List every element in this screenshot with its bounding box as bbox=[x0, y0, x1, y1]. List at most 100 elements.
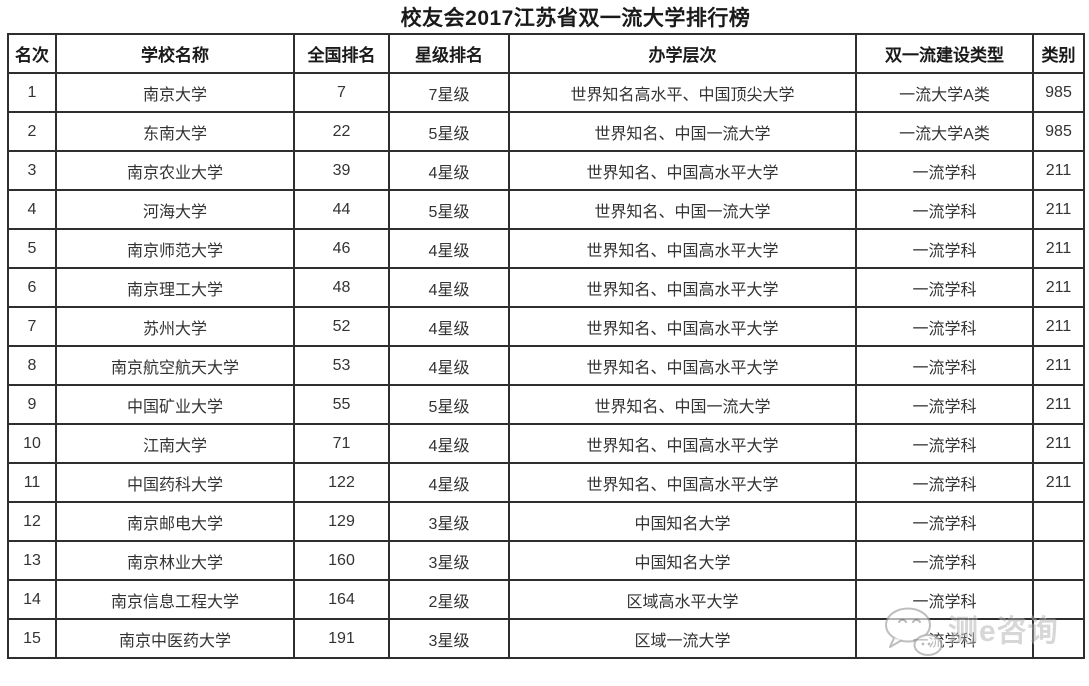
table-cell bbox=[1032, 579, 1085, 620]
table-cell: 5星级 bbox=[388, 384, 510, 425]
table-cell: 苏州大学 bbox=[55, 306, 295, 347]
ranking-table: 名次 学校名称 全国排名 星级排名 办学层次 双一流建设类型 类别 1 南京大学 7 7星级 世界知… bbox=[7, 33, 1085, 659]
table-cell: 一流学科 bbox=[855, 228, 1034, 269]
table-cell: 48 bbox=[293, 267, 390, 308]
table-cell: 东南大学 bbox=[55, 111, 295, 152]
column-header-1: 学校名称 bbox=[55, 33, 295, 74]
table-cell: 211 bbox=[1032, 423, 1085, 464]
table-cell: 世界知名、中国高水平大学 bbox=[508, 228, 857, 269]
page-title: 校友会2017江苏省双一流大学排行榜 bbox=[400, 6, 751, 30]
table-cell: 区域一流大学 bbox=[508, 618, 857, 659]
table-row: 1 南京大学 7 7星级 世界知名高水平、中国顶尖大学 一流大学A类 985 bbox=[7, 72, 1085, 113]
table-cell: 河海大学 bbox=[55, 189, 295, 230]
table-cell: 中国知名大学 bbox=[508, 540, 857, 581]
table-cell: 区域高水平大学 bbox=[508, 579, 857, 620]
table-cell: 一流大学A类 bbox=[855, 111, 1034, 152]
table-cell: 129 bbox=[293, 501, 390, 542]
table-row: 8 南京航空航天大学 53 4星级 世界知名、中国高水平大学 一流学科 211 bbox=[7, 345, 1085, 386]
table-cell: 4星级 bbox=[388, 150, 510, 191]
table-cell: 13 bbox=[7, 540, 57, 581]
table-cell: 211 bbox=[1032, 384, 1085, 425]
table-cell: 39 bbox=[293, 150, 390, 191]
table-cell: 一流学科 bbox=[855, 384, 1034, 425]
table-cell: 4星级 bbox=[388, 462, 510, 503]
table-cell: 世界知名、中国高水平大学 bbox=[508, 306, 857, 347]
table-cell: 南京林业大学 bbox=[55, 540, 295, 581]
table-cell: 11 bbox=[7, 462, 57, 503]
table-row: 13 南京林业大学 160 3星级 中国知名大学 一流学科 bbox=[7, 540, 1085, 581]
table-cell: 世界知名、中国高水平大学 bbox=[508, 423, 857, 464]
column-header-5: 双一流建设类型 bbox=[855, 33, 1034, 74]
table-cell: 164 bbox=[293, 579, 390, 620]
table-row: 11 中国药科大学 122 4星级 世界知名、中国高水平大学 一流学科 211 bbox=[7, 462, 1085, 503]
table-cell: 5 bbox=[7, 228, 57, 269]
table-cell: 南京中医药大学 bbox=[55, 618, 295, 659]
table-cell: 4星级 bbox=[388, 306, 510, 347]
table-cell: 7 bbox=[293, 72, 390, 113]
table-cell: 71 bbox=[293, 423, 390, 464]
table-cell: 22 bbox=[293, 111, 390, 152]
table-cell: 世界知名、中国高水平大学 bbox=[508, 462, 857, 503]
table-row: 15 南京中医药大学 191 3星级 区域一流大学 一流学科 bbox=[7, 618, 1085, 659]
table-cell: 985 bbox=[1032, 72, 1085, 113]
table-cell: 世界知名、中国高水平大学 bbox=[508, 345, 857, 386]
table-cell: 44 bbox=[293, 189, 390, 230]
table-body: 1 南京大学 7 7星级 世界知名高水平、中国顶尖大学 一流大学A类 985 2 东南大学 22 5… bbox=[7, 72, 1085, 659]
header-row: 名次 学校名称 全国排名 星级排名 办学层次 双一流建设类型 类别 bbox=[7, 33, 1085, 74]
table-cell: 5星级 bbox=[388, 189, 510, 230]
table-cell: 1 bbox=[7, 72, 57, 113]
table-cell: 3星级 bbox=[388, 618, 510, 659]
table-cell: 160 bbox=[293, 540, 390, 581]
table-cell: 南京邮电大学 bbox=[55, 501, 295, 542]
table-cell: 中国药科大学 bbox=[55, 462, 295, 503]
table-row: 2 东南大学 22 5星级 世界知名、中国一流大学 一流大学A类 985 bbox=[7, 111, 1085, 152]
table-header: 名次 学校名称 全国排名 星级排名 办学层次 双一流建设类型 类别 bbox=[7, 33, 1085, 74]
table-row: 14 南京信息工程大学 164 2星级 区域高水平大学 一流学科 bbox=[7, 579, 1085, 620]
table-row: 4 河海大学 44 5星级 世界知名、中国一流大学 一流学科 211 bbox=[7, 189, 1085, 230]
table-cell: 4星级 bbox=[388, 267, 510, 308]
table-cell: 9 bbox=[7, 384, 57, 425]
column-header-2: 全国排名 bbox=[293, 33, 390, 74]
table-cell: 211 bbox=[1032, 150, 1085, 191]
table-cell: 一流学科 bbox=[855, 579, 1034, 620]
table-row: 9 中国矿业大学 55 5星级 世界知名、中国一流大学 一流学科 211 bbox=[7, 384, 1085, 425]
table-cell: 2星级 bbox=[388, 579, 510, 620]
table-cell: 211 bbox=[1032, 462, 1085, 503]
table-cell: 3星级 bbox=[388, 540, 510, 581]
table-cell: 一流学科 bbox=[855, 423, 1034, 464]
table-cell: 一流学科 bbox=[855, 150, 1034, 191]
column-header-6: 类别 bbox=[1032, 33, 1085, 74]
column-header-3: 星级排名 bbox=[388, 33, 510, 74]
table-cell: 世界知名高水平、中国顶尖大学 bbox=[508, 72, 857, 113]
table-cell: 6 bbox=[7, 267, 57, 308]
table-row: 3 南京农业大学 39 4星级 世界知名、中国高水平大学 一流学科 211 bbox=[7, 150, 1085, 191]
table-row: 10 江南大学 71 4星级 世界知名、中国高水平大学 一流学科 211 bbox=[7, 423, 1085, 464]
table-cell: 985 bbox=[1032, 111, 1085, 152]
table-cell: 122 bbox=[293, 462, 390, 503]
table-cell: 4星级 bbox=[388, 228, 510, 269]
table-cell: 一流学科 bbox=[855, 345, 1034, 386]
column-header-0: 名次 bbox=[7, 33, 57, 74]
table-cell: 中国矿业大学 bbox=[55, 384, 295, 425]
table-cell: 世界知名、中国高水平大学 bbox=[508, 150, 857, 191]
table-cell: 一流学科 bbox=[855, 618, 1034, 659]
table-cell: 7星级 bbox=[388, 72, 510, 113]
table-cell: 3星级 bbox=[388, 501, 510, 542]
table-cell: 南京信息工程大学 bbox=[55, 579, 295, 620]
table-cell: 15 bbox=[7, 618, 57, 659]
table-cell: 2 bbox=[7, 111, 57, 152]
table-cell: 世界知名、中国高水平大学 bbox=[508, 267, 857, 308]
table-cell: 4星级 bbox=[388, 345, 510, 386]
table-cell: 一流学科 bbox=[855, 189, 1034, 230]
table-cell: 南京航空航天大学 bbox=[55, 345, 295, 386]
table-cell: 江南大学 bbox=[55, 423, 295, 464]
table-cell: 一流学科 bbox=[855, 501, 1034, 542]
table-cell: 46 bbox=[293, 228, 390, 269]
table-row: 6 南京理工大学 48 4星级 世界知名、中国高水平大学 一流学科 211 bbox=[7, 267, 1085, 308]
table-cell: 一流学科 bbox=[855, 306, 1034, 347]
column-header-4: 办学层次 bbox=[508, 33, 857, 74]
table-cell: 南京大学 bbox=[55, 72, 295, 113]
table-cell: 53 bbox=[293, 345, 390, 386]
table-cell bbox=[1032, 618, 1085, 659]
